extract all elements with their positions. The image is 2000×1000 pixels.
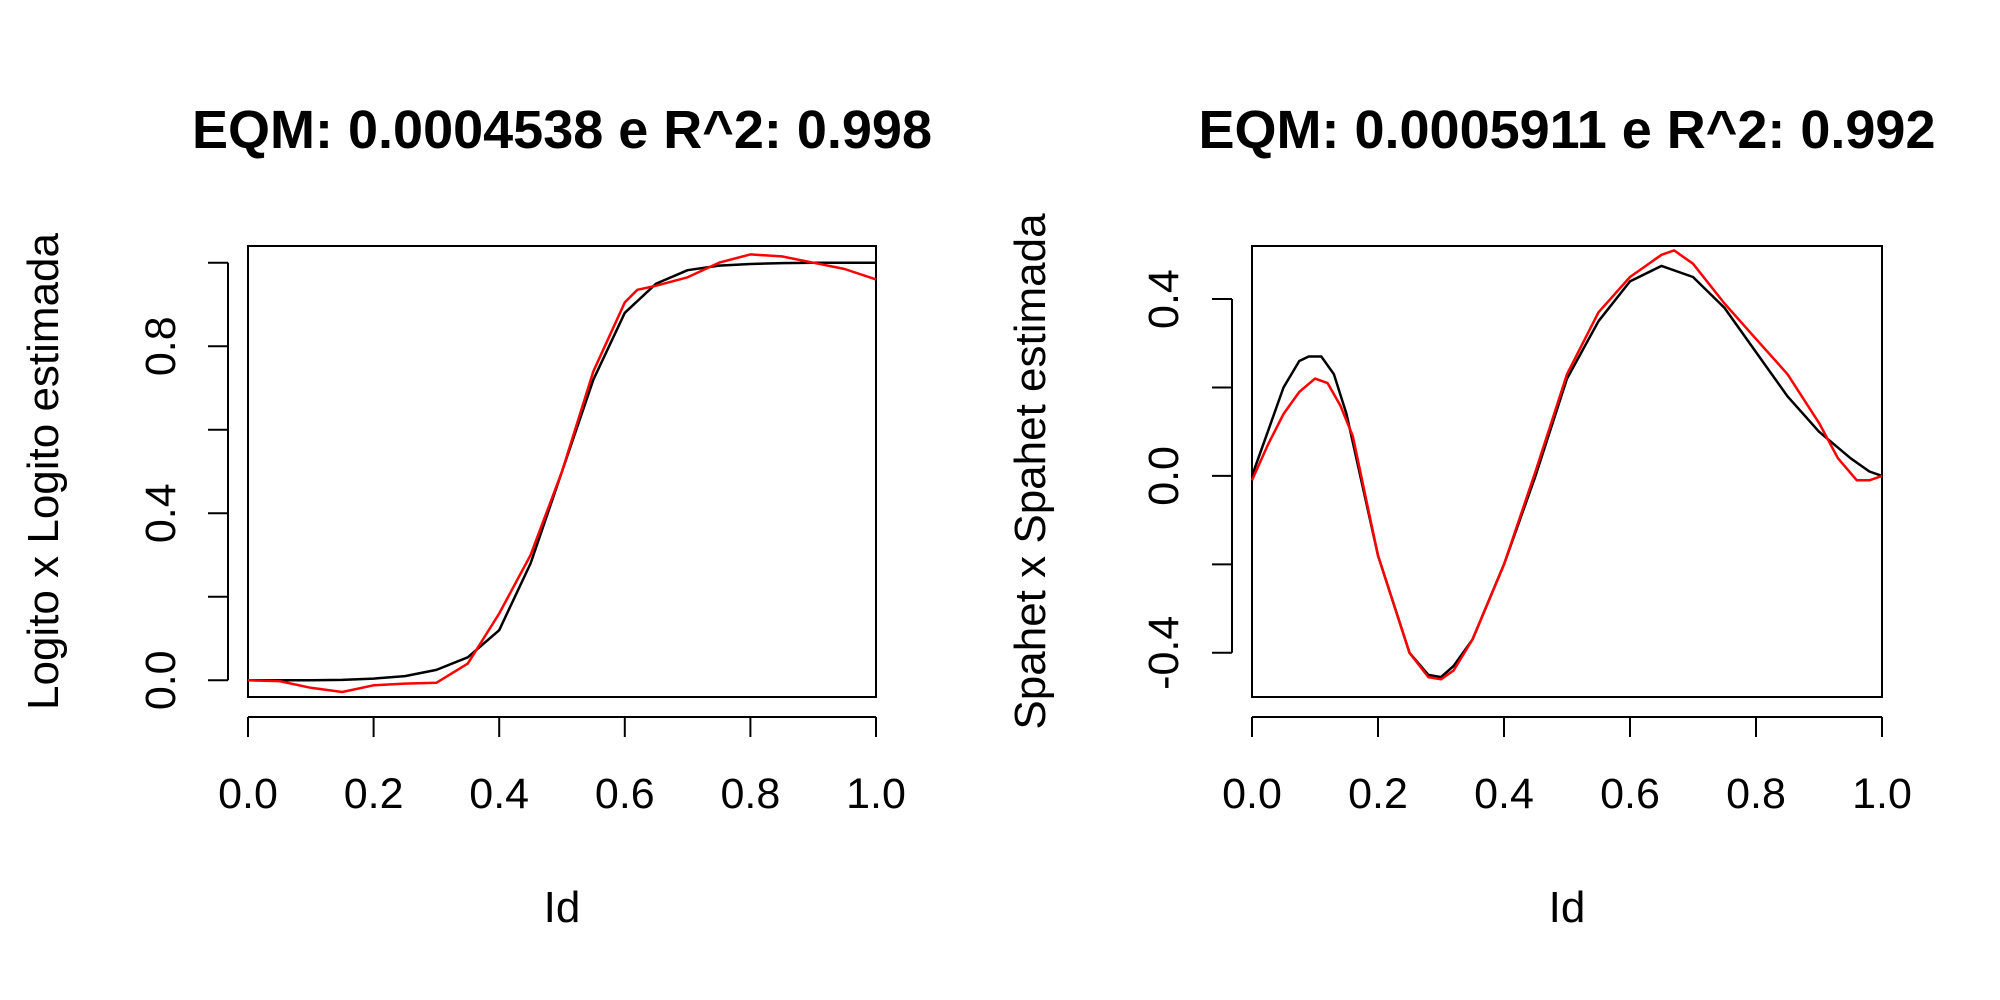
y-tick-label: 0.0: [137, 650, 185, 710]
x-tick-label: 0.8: [1726, 770, 1786, 818]
plot-frame: [247, 245, 877, 698]
x-tick-label: 0.4: [469, 770, 529, 818]
chart-panel-spahet: EQM: 0.0005911 e R^2: 0.992 0.0 0.2 0.4 0.6 0…: [1006, 100, 1936, 932]
x-tick-label: 0.2: [1348, 770, 1408, 818]
series-line-red: [1250, 249, 1883, 681]
x-tick-label: 0.6: [1600, 770, 1660, 818]
y-tick-label: 0.8: [137, 316, 185, 376]
chart-title: EQM: 0.0004538 e R^2: 0.998: [192, 100, 932, 160]
y-tick-label: -0.4: [1140, 616, 1188, 690]
x-axis-label: Id: [1549, 883, 1586, 932]
chart-title: EQM: 0.0005911 e R^2: 0.992: [1199, 100, 1936, 160]
x-tick-label: 0.0: [218, 770, 278, 818]
chart-panel-logito: EQM: 0.0004538 e R^2: 0.998 0.0 0.2 0.4 0.6 0…: [19, 100, 932, 932]
x-tick-label: 0.6: [595, 770, 655, 818]
plot-frame: [1251, 245, 1883, 698]
y-axis-label: Spahet x Spahet estimada: [1006, 213, 1055, 730]
x-axis-label: Id: [544, 883, 581, 932]
series-line-black: [1250, 264, 1883, 679]
x-tick-label: 0.0: [1222, 770, 1282, 818]
series-line-red: [247, 253, 877, 694]
x-tick-label: 0.2: [344, 770, 404, 818]
x-tick-label: 1.0: [1852, 770, 1912, 818]
y-tick-label: 0.0: [1140, 446, 1188, 506]
y-axis-label: Logito x Logito estimada: [19, 232, 68, 710]
y-tick-label: 0.4: [1140, 269, 1188, 329]
x-tick-label: 1.0: [846, 770, 906, 818]
x-tick-label: 0.4: [1474, 770, 1534, 818]
y-tick-label: 0.4: [137, 483, 185, 543]
x-tick-label: 0.8: [721, 770, 781, 818]
